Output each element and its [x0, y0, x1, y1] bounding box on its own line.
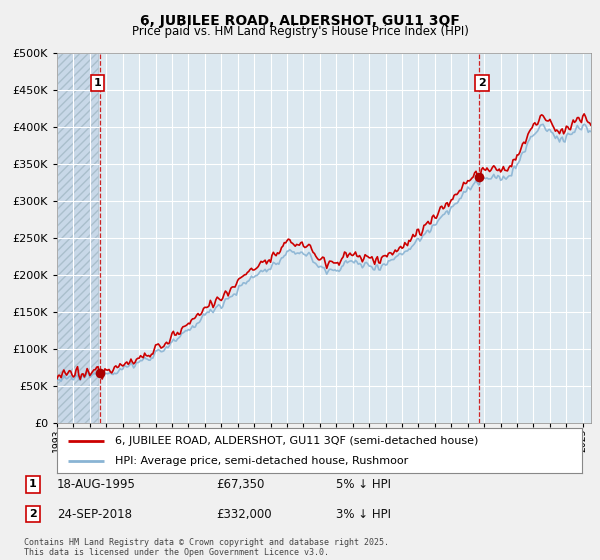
Text: HPI: Average price, semi-detached house, Rushmoor: HPI: Average price, semi-detached house,…: [115, 456, 408, 466]
Text: Price paid vs. HM Land Registry's House Price Index (HPI): Price paid vs. HM Land Registry's House …: [131, 25, 469, 38]
Text: Contains HM Land Registry data © Crown copyright and database right 2025.
This d: Contains HM Land Registry data © Crown c…: [24, 538, 389, 557]
Text: 5% ↓ HPI: 5% ↓ HPI: [336, 478, 391, 491]
Text: £67,350: £67,350: [216, 478, 265, 491]
Text: 2: 2: [29, 509, 37, 519]
Text: 3% ↓ HPI: 3% ↓ HPI: [336, 507, 391, 521]
Text: 18-AUG-1995: 18-AUG-1995: [57, 478, 136, 491]
Text: 1: 1: [29, 479, 37, 489]
Text: 6, JUBILEE ROAD, ALDERSHOT, GU11 3QF (semi-detached house): 6, JUBILEE ROAD, ALDERSHOT, GU11 3QF (se…: [115, 436, 478, 446]
Text: 1: 1: [94, 78, 101, 88]
Text: 6, JUBILEE ROAD, ALDERSHOT, GU11 3QF: 6, JUBILEE ROAD, ALDERSHOT, GU11 3QF: [140, 14, 460, 28]
Text: 24-SEP-2018: 24-SEP-2018: [57, 507, 132, 521]
Text: 2: 2: [478, 78, 486, 88]
Text: £332,000: £332,000: [216, 507, 272, 521]
